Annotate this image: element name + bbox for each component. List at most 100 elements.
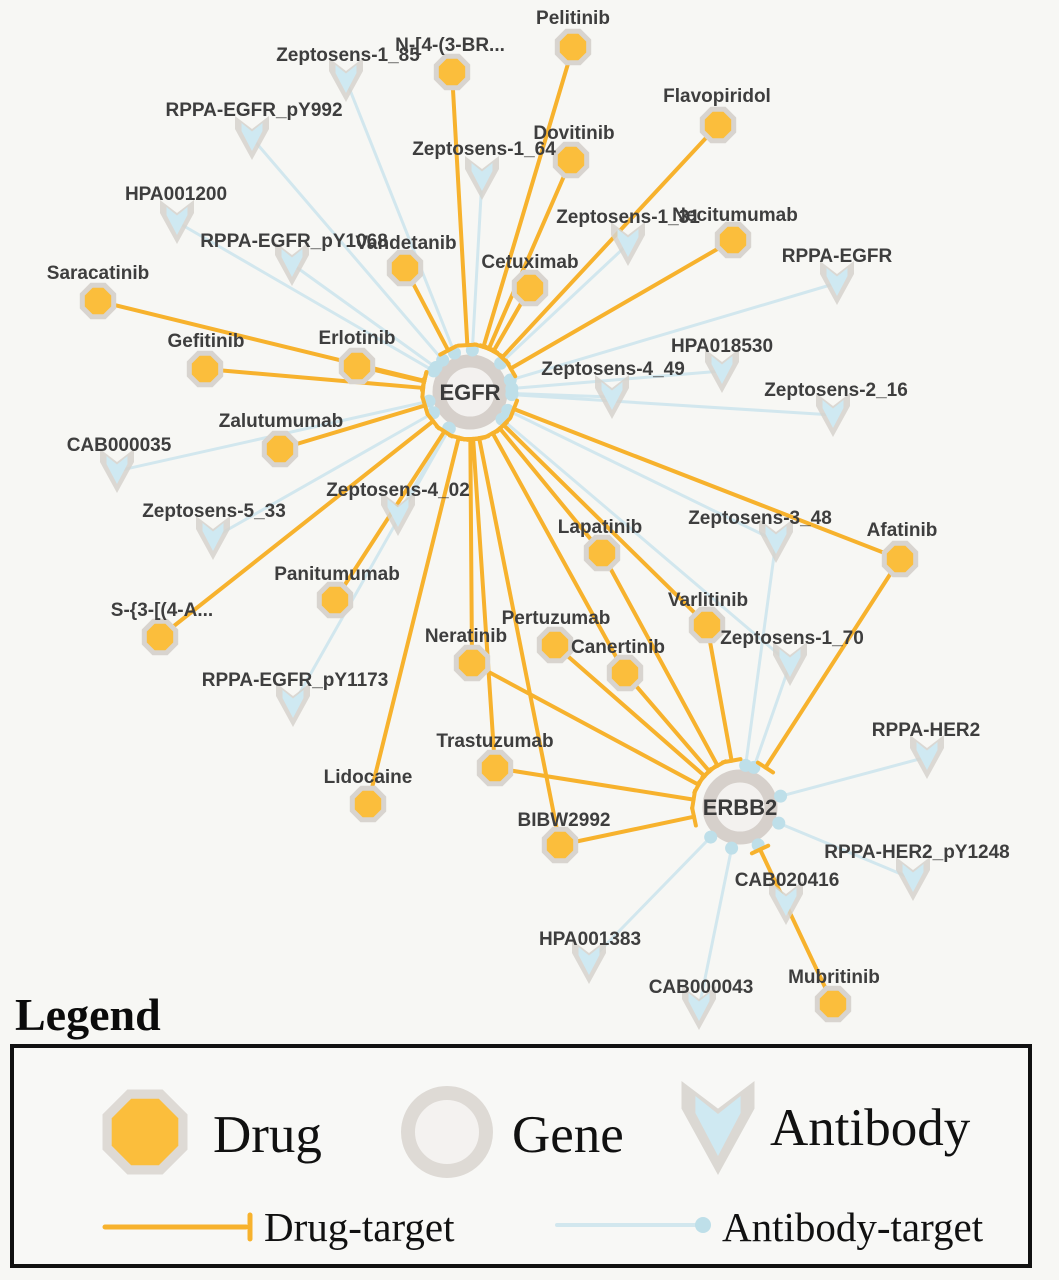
drug-node-vandetanib[interactable]: [386, 249, 424, 287]
antibody-node-rppa-egfr-py1068[interactable]: [275, 242, 309, 286]
antibody-node-zeptosens-2-16[interactable]: [816, 393, 850, 437]
drug-label-varlitinib: Varlitinib: [668, 590, 748, 611]
drug-target-edge-canertinib-egfr: [490, 431, 627, 675]
drug-node-necitumumab[interactable]: [714, 221, 752, 259]
drug-node-s-3-4-a[interactable]: [141, 618, 179, 656]
drug-node-neratinib[interactable]: [453, 644, 491, 682]
antibody-label-rppa-egfr-py1068: RPPA-EGFR_pY1068: [200, 231, 388, 252]
gene-node-egfr[interactable]: [432, 354, 508, 430]
antibody-legend-label: Antibody: [770, 1099, 971, 1157]
antibody-label-zeptosens-1-31: Zeptosens-1_31: [556, 207, 700, 228]
gene-legend-label: Gene: [512, 1106, 624, 1164]
antibody-target-edge-rppa-egfr-py1068-egfr: [290, 262, 438, 369]
antibody-target-edge-rppa-egfr-py1173-egfr: [291, 427, 451, 707]
drug-node-bibw2992[interactable]: [541, 826, 579, 864]
antibody-label-cab000035: CAB000035: [67, 435, 172, 456]
drug-node-canertinib[interactable]: [606, 654, 644, 692]
edge-dot-rppa-her2-py1248-erbb2: [772, 816, 786, 830]
edge-tee-afatinib-erbb2: [755, 760, 776, 775]
drug-node-erlotinib[interactable]: [338, 347, 376, 385]
antibody-label-zeptosens-2-16: Zeptosens-2_16: [764, 380, 908, 401]
drug-label-lidocaine: Lidocaine: [324, 767, 413, 788]
antibody-node-hpa001383[interactable]: [572, 940, 606, 984]
antibody-node-hpa001200[interactable]: [160, 200, 194, 244]
antibody-target-edge-zeptosens-1-64-egfr: [470, 176, 484, 352]
drug-target-edge-lidocaine-egfr: [366, 435, 461, 806]
antibody-node-zeptosens-5-33[interactable]: [196, 516, 230, 560]
drug-label-lapatinib: Lapatinib: [558, 517, 642, 538]
antibody-node-cab020416[interactable]: [769, 881, 803, 925]
drug-node-panitumumab[interactable]: [316, 581, 354, 619]
drug-node-pertuzumab[interactable]: [536, 626, 574, 664]
drug-node-afatinib[interactable]: [881, 540, 919, 578]
drug-target-edge-dovitinib-egfr: [486, 158, 573, 351]
antibody-target-edge-cab000043-erbb2: [697, 846, 734, 1010]
drug-target-edge-afatinib-egfr: [511, 407, 902, 561]
antibody-target-edge-zeptosens-1-70-egfr: [500, 417, 792, 666]
drug-target-edge-mubritinib-erbb2: [758, 847, 835, 1006]
drug-node-gefitinib[interactable]: [186, 350, 224, 388]
drug-node-varlitinib[interactable]: [688, 606, 726, 644]
edge-tee-mubritinib-erbb2: [749, 843, 771, 856]
antibody-node-zeptosens-1-85[interactable]: [329, 58, 363, 102]
antibody-node-rppa-egfr[interactable]: [820, 261, 854, 305]
antibody-node-zeptosens-4-49[interactable]: [595, 375, 629, 419]
antibody-chevron-icon: [241, 123, 263, 151]
drug-label-vandetanib: Vandetanib: [355, 233, 456, 254]
drug-node-lapatinib[interactable]: [583, 534, 621, 572]
drug-label-flavopiridol: Flavopiridol: [663, 86, 771, 107]
edge-tee-trastuzumab-egfr: [462, 436, 485, 442]
drug-node-dovitinib[interactable]: [552, 141, 590, 179]
drug-label-pelitinib: Pelitinib: [536, 8, 610, 29]
drug-label-pertuzumab: Pertuzumab: [502, 608, 611, 629]
drug-label-neratinib: Neratinib: [425, 626, 507, 647]
graph-layer: EGFR ERBB2 Pelitinib N-[4-(3-BR... Dovitinib…: [47, 8, 1010, 1030]
antibody-target-edge-zeptosens-1-85-egfr: [344, 78, 456, 355]
drug-node-n-4-3-br[interactable]: [433, 53, 471, 91]
antibody-node-rppa-egfr-py992[interactable]: [235, 116, 269, 160]
drug-target-edge-canertinib-erbb2: [623, 671, 712, 774]
drug-target-edge-pelitinib-egfr: [481, 45, 575, 349]
drug-label-n-4-3-br: N-[4-(3-BR...: [395, 35, 505, 56]
antibody-target-edge-hpa018530-egfr: [510, 369, 724, 391]
antibody-label-hpa001383: HPA001383: [539, 929, 641, 950]
antibody-label-zeptosens-4-02: Zeptosens-4_02: [326, 480, 470, 501]
drug-label-trastuzumab: Trastuzumab: [436, 731, 553, 752]
antibody-node-zeptosens-4-02[interactable]: [381, 492, 415, 536]
drug-target-edge-pertuzumab-erbb2: [553, 643, 707, 779]
antibody-target-edge-zeptosens-1-31-egfr: [499, 242, 630, 365]
antibody-chevron-icon: [779, 649, 801, 677]
antibody-node-zeptosens-1-70[interactable]: [773, 642, 807, 686]
antibody-node-hpa018530[interactable]: [705, 349, 739, 393]
drug-node-trastuzumab[interactable]: [476, 749, 514, 787]
edge-dot-hpa001383-erbb2: [704, 830, 718, 844]
antibody-node-cab000035[interactable]: [100, 449, 134, 493]
antibody-chevron-icon: [281, 249, 303, 277]
antibody-target-edge-zeptosens-3-48-egfr: [506, 408, 778, 543]
edge-tee-necitumumab-egfr: [504, 358, 518, 379]
drug-node-zalutumumab[interactable]: [261, 430, 299, 468]
antibody-target-edge-zeptosens-1-70-erbb2: [752, 662, 792, 769]
antibody-node-zeptosens-1-64[interactable]: [465, 156, 499, 200]
antibody-node-zeptosens-3-48[interactable]: [759, 519, 793, 563]
antibody-node-cab000043[interactable]: [682, 986, 716, 1030]
gene-legend-icon: [401, 1086, 493, 1178]
drug-node-cetuximab[interactable]: [511, 269, 549, 307]
antibody-node-rppa-egfr-py1173[interactable]: [276, 683, 310, 727]
antibody-node-rppa-her2-py1248[interactable]: [896, 857, 930, 901]
edge-tee-bibw2992-erbb2: [690, 805, 698, 828]
antibody-target-edge-rppa-egfr-egfr: [508, 281, 839, 382]
drug-node-pelitinib[interactable]: [554, 28, 592, 66]
drug-node-lidocaine[interactable]: [349, 785, 387, 823]
drug-label-zalutumumab: Zalutumumab: [219, 411, 344, 432]
drug-node-saracatinib[interactable]: [79, 282, 117, 320]
antibody-node-rppa-her2[interactable]: [910, 735, 944, 779]
antibody-chevron-icon: [387, 499, 409, 527]
drug-node-mubritinib[interactable]: [814, 985, 852, 1023]
drug-node-flavopiridol[interactable]: [699, 106, 737, 144]
antibody-node-zeptosens-1-31[interactable]: [611, 222, 645, 266]
antibody-chevron-icon: [826, 268, 848, 296]
gene-node-erbb2[interactable]: [702, 769, 778, 845]
drug-target-edge-trastuzumab-egfr: [471, 436, 497, 770]
antibody-label-cab020416: CAB020416: [735, 870, 840, 891]
